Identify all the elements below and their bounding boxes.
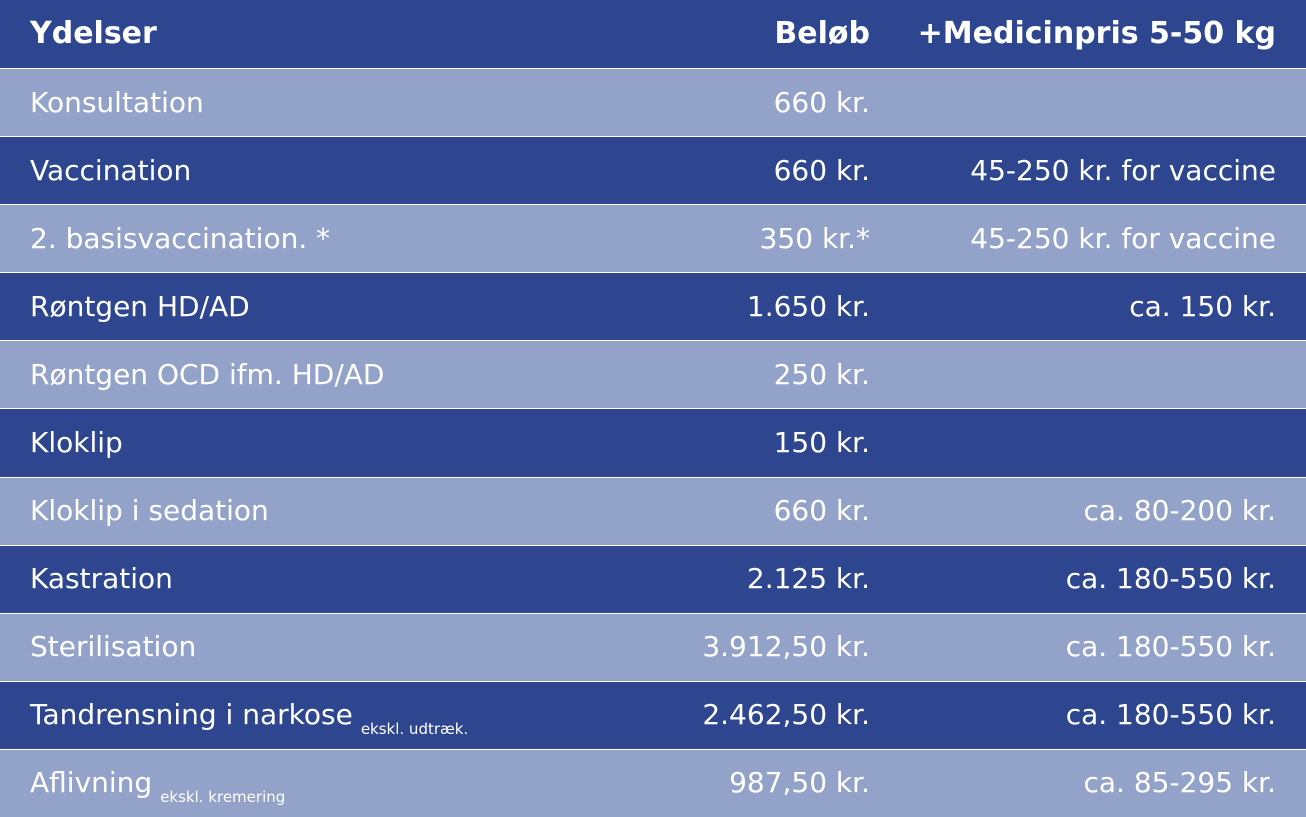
row-divider bbox=[0, 680, 1306, 682]
service-medicine-price: ca. 85-295 kr. bbox=[1083, 766, 1277, 800]
service-name: Aflivning ekskl. kremering bbox=[30, 766, 286, 807]
table-row: Aflivning ekskl. kremering 987,50 kr. ca.… bbox=[0, 749, 1306, 817]
row-divider bbox=[0, 136, 1306, 138]
service-name: Vaccination bbox=[30, 153, 192, 187]
service-name: Konsultation bbox=[30, 85, 204, 119]
table-row: Kloklip 150 kr. bbox=[0, 409, 1306, 477]
service-amount: 987,50 kr. bbox=[729, 766, 870, 800]
service-amount: 660 kr. bbox=[773, 85, 870, 119]
row-divider bbox=[0, 612, 1306, 614]
service-amount: 350 kr.* bbox=[759, 221, 870, 255]
table-row: Vaccination 660 kr. 45-250 kr. for vacci… bbox=[0, 137, 1306, 205]
service-medicine-price: 45-250 kr. for vaccine bbox=[970, 221, 1276, 255]
service-medicine-price: ca. 150 kr. bbox=[1129, 289, 1276, 323]
table-row: Røntgen OCD ifm. HD/AD 250 kr. bbox=[0, 341, 1306, 409]
service-note: ekskl. udtræk. bbox=[360, 720, 469, 739]
header-divider bbox=[0, 68, 1306, 69]
service-medicine-price: ca. 180-550 kr. bbox=[1065, 562, 1276, 596]
service-name: Kloklip i sedation bbox=[30, 494, 269, 528]
table-row: Kloklip i sedation 660 kr. ca. 80-200 kr… bbox=[0, 477, 1306, 545]
row-divider bbox=[0, 748, 1306, 750]
service-amount: 3.912,50 kr. bbox=[702, 630, 870, 664]
service-name: Røntgen HD/AD bbox=[30, 289, 250, 323]
header-amount: Beløb bbox=[774, 16, 870, 51]
table-row: 2. basisvaccination. * 350 kr.* 45-250 k… bbox=[0, 205, 1306, 273]
row-divider bbox=[0, 476, 1306, 478]
service-amount: 250 kr. bbox=[773, 357, 870, 391]
service-name: Kloklip bbox=[30, 426, 123, 460]
row-divider bbox=[0, 272, 1306, 274]
service-medicine-price: 45-250 kr. for vaccine bbox=[970, 153, 1276, 187]
service-amount: 1.650 kr. bbox=[746, 289, 870, 323]
table-row: Røntgen HD/AD 1.650 kr. ca. 150 kr. bbox=[0, 273, 1306, 341]
service-name: Røntgen OCD ifm. HD/AD bbox=[30, 357, 385, 391]
service-amount: 660 kr. bbox=[773, 153, 870, 187]
table-header: Ydelser Beløb +Medicinpris 5-50 kg bbox=[0, 0, 1306, 68]
service-amount: 150 kr. bbox=[773, 426, 870, 460]
table-row: Kastration 2.125 kr. ca. 180-550 kr. bbox=[0, 545, 1306, 613]
service-name: Sterilisation bbox=[30, 630, 197, 664]
table-row: Konsultation 660 kr. bbox=[0, 69, 1306, 137]
table-row: Tandrensning i narkose ekskl. udtræk. 2.4… bbox=[0, 681, 1306, 749]
service-name: 2. basisvaccination. * bbox=[30, 221, 331, 255]
service-amount: 2.125 kr. bbox=[746, 562, 870, 596]
header-medicine: +Medicinpris 5-50 kg bbox=[917, 16, 1276, 51]
row-divider bbox=[0, 340, 1306, 342]
service-medicine-price: ca. 180-550 kr. bbox=[1065, 698, 1276, 732]
service-medicine-price: ca. 180-550 kr. bbox=[1065, 630, 1276, 664]
service-medicine-price: ca. 80-200 kr. bbox=[1083, 494, 1277, 528]
service-name: Kastration bbox=[30, 562, 173, 596]
table-row: Sterilisation 3.912,50 kr. ca. 180-550 k… bbox=[0, 613, 1306, 681]
service-amount: 660 kr. bbox=[773, 494, 870, 528]
row-divider bbox=[0, 408, 1306, 410]
row-divider bbox=[0, 544, 1306, 546]
row-divider bbox=[0, 204, 1306, 206]
service-note: ekskl. kremering bbox=[160, 788, 286, 807]
service-name: Tandrensning i narkose ekskl. udtræk. bbox=[30, 698, 469, 739]
header-service: Ydelser bbox=[30, 16, 157, 51]
service-amount: 2.462,50 kr. bbox=[702, 698, 870, 732]
